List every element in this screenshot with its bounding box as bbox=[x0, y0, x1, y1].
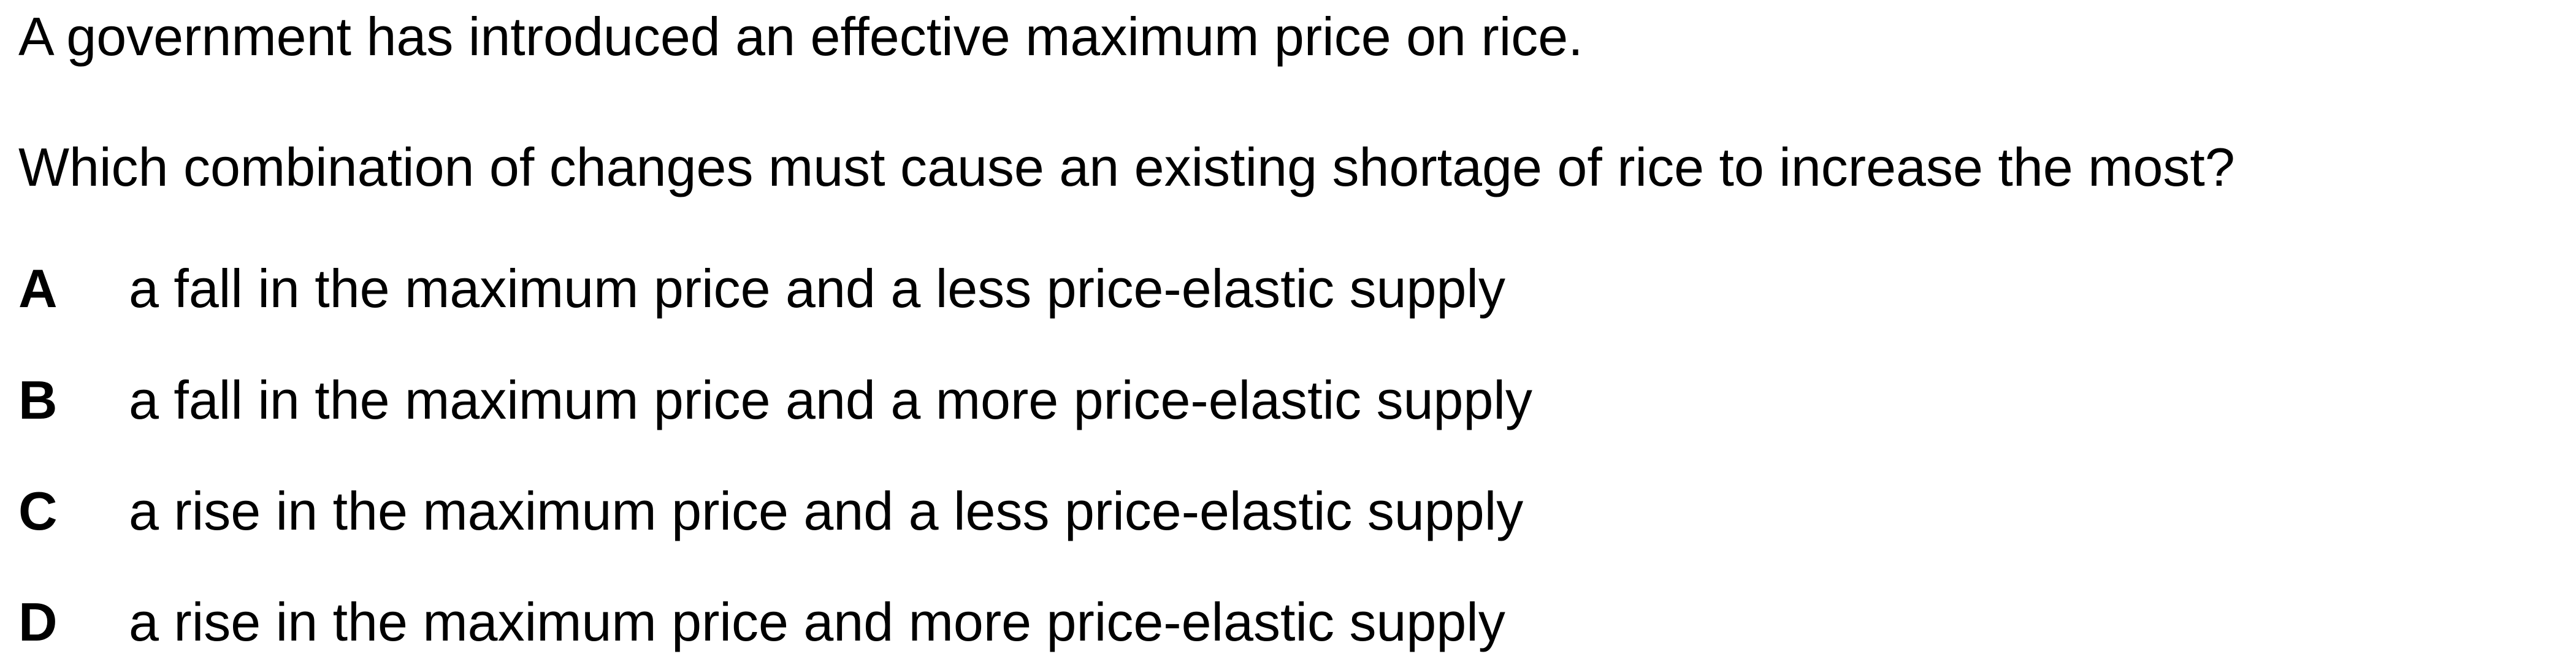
option-text-b: a fall in the maximum price and a more p… bbox=[129, 370, 1532, 430]
question-stem-line-1: A government has introduced an effective… bbox=[18, 6, 1583, 67]
option-text-c: a rise in the maximum price and a less p… bbox=[129, 481, 1524, 541]
option-letter-b: B bbox=[18, 370, 58, 430]
option-text-d: a rise in the maximum price and more pri… bbox=[129, 592, 1505, 652]
option-text-a: a fall in the maximum price and a less p… bbox=[129, 258, 1505, 319]
option-letter-d: D bbox=[18, 592, 58, 652]
question-stem-line-2: Which combination of changes must cause … bbox=[18, 137, 2235, 197]
option-letter-a: A bbox=[18, 258, 58, 319]
option-letter-c: C bbox=[18, 481, 58, 541]
